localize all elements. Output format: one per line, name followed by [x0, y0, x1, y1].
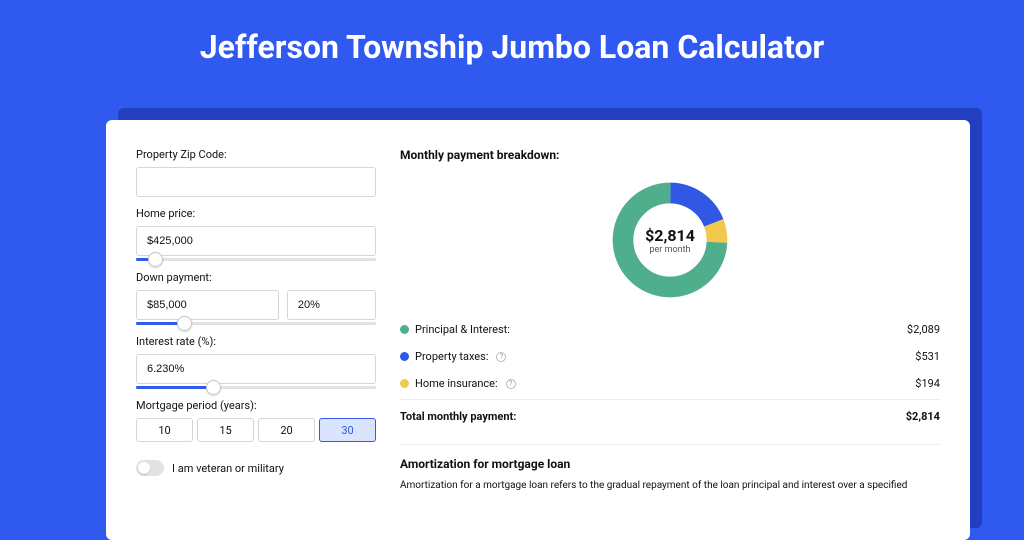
legend-value-property_taxes: $531 — [915, 350, 940, 363]
legend: Principal & Interest: $2,089 Property ta… — [400, 316, 940, 397]
legend-value-principal_interest: $2,089 — [907, 323, 940, 336]
zip-input[interactable] — [136, 167, 376, 197]
legend-dot-principal_interest — [400, 325, 409, 334]
legend-row-home_insurance: Home insurance: ? $194 — [400, 370, 940, 397]
info-icon[interactable]: ? — [496, 352, 506, 362]
zip-label: Property Zip Code: — [136, 148, 376, 161]
total-payment-value: $2,814 — [906, 410, 940, 423]
home-price-input[interactable] — [136, 226, 376, 256]
page-title: Jefferson Township Jumbo Loan Calculator — [0, 0, 1024, 86]
period-option-20[interactable]: 20 — [258, 418, 315, 442]
donut-total-value: $2,814 — [645, 226, 695, 245]
home-price-label: Home price: — [136, 207, 376, 220]
legend-row-property_taxes: Property taxes: ? $531 — [400, 343, 940, 370]
veteran-toggle[interactable] — [136, 460, 164, 476]
legend-row-principal_interest: Principal & Interest: $2,089 — [400, 316, 940, 343]
donut-chart: $2,814 per month — [608, 178, 732, 302]
amortization-title: Amortization for mortgage loan — [400, 444, 940, 471]
period-option-15[interactable]: 15 — [197, 418, 254, 442]
total-payment-label: Total monthly payment: — [400, 410, 516, 423]
down-payment-label: Down payment: — [136, 271, 376, 284]
donut-sub-label: per month — [649, 245, 690, 255]
info-icon[interactable]: ? — [506, 379, 516, 389]
interest-rate-slider-fill — [136, 386, 213, 389]
period-option-30[interactable]: 30 — [319, 418, 376, 442]
legend-label-home_insurance: Home insurance: — [415, 377, 498, 390]
down-payment-input[interactable] — [136, 290, 279, 320]
mortgage-period-label: Mortgage period (years): — [136, 399, 376, 412]
calculator-card: Property Zip Code: Home price: Down paym… — [106, 120, 970, 540]
period-option-10[interactable]: 10 — [136, 418, 193, 442]
down-payment-slider-thumb[interactable] — [177, 316, 192, 331]
legend-value-home_insurance: $194 — [915, 377, 940, 390]
breakdown-column: Monthly payment breakdown: $2,814 per mo… — [400, 148, 940, 512]
veteran-label: I am veteran or military — [172, 462, 284, 475]
home-price-slider[interactable] — [136, 258, 376, 261]
legend-label-principal_interest: Principal & Interest: — [415, 323, 510, 336]
home-price-slider-thumb[interactable] — [148, 252, 163, 267]
form-column: Property Zip Code: Home price: Down paym… — [136, 148, 376, 512]
legend-label-property_taxes: Property taxes: — [415, 350, 488, 363]
amortization-text: Amortization for a mortgage loan refers … — [400, 479, 940, 493]
veteran-toggle-knob — [138, 462, 150, 474]
down-payment-slider[interactable] — [136, 322, 376, 325]
interest-rate-slider-thumb[interactable] — [206, 380, 221, 395]
interest-rate-label: Interest rate (%): — [136, 335, 376, 348]
mortgage-period-group: 10152030 — [136, 418, 376, 442]
breakdown-title: Monthly payment breakdown: — [400, 148, 940, 162]
interest-rate-slider[interactable] — [136, 386, 376, 389]
down-payment-pct-input[interactable] — [287, 290, 376, 320]
legend-dot-home_insurance — [400, 379, 409, 388]
donut-chart-wrap: $2,814 per month — [400, 172, 940, 316]
interest-rate-input[interactable] — [136, 354, 376, 384]
legend-dot-property_taxes — [400, 352, 409, 361]
